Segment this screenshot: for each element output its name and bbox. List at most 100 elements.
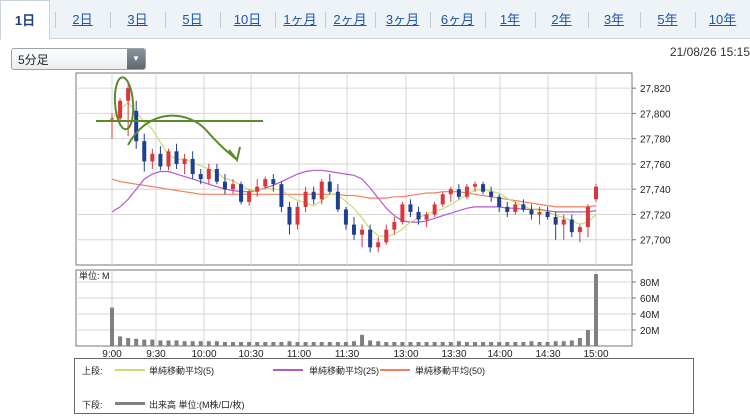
volume-bar [432,342,437,346]
tab-6[interactable]: 2ヶ月 [333,12,367,27]
candle-body [182,158,187,164]
candle-body [126,88,131,101]
legend-sma5: 単純移動平均(5) [149,366,214,376]
volume-bar [343,342,348,346]
candle-body [384,229,389,243]
volume-bar [295,342,300,346]
tab-separator [220,12,221,28]
volume-bar [142,339,147,346]
legend-sma50: 単純移動平均(50) [415,366,486,376]
candle-body [473,184,477,187]
tab-10[interactable]: 2年 [551,12,572,27]
tab-separator [165,12,166,28]
volume-bar [206,341,211,346]
tab-separator [110,12,111,28]
price-tick-label: 27,720 [640,210,671,221]
volume-bar [545,342,550,346]
volume-bar [271,342,276,346]
candle-body [360,229,365,235]
volume-bar [481,342,486,346]
volume-bar [335,342,340,346]
x-tick-label: 9:00 [102,349,122,358]
tab-0[interactable]: 1日 [0,0,50,40]
candle-body [255,186,260,192]
legend-upper-label: 上段: [82,366,103,376]
volume-bar [231,342,235,346]
period-tab-bar: 1日 2日 3日 5日 10日 1ヶ月 2ヶ月 3ヶ月 6ヶ月 1年 2年 3年 5年 10年 [0,0,750,40]
candle-body [553,217,558,225]
candle-body [376,242,381,248]
tab-separator [695,12,696,28]
candle-body [231,184,235,190]
tab-4[interactable]: 10日 [233,12,262,27]
price-tick-label: 27,780 [640,135,671,146]
candle-body [287,206,292,225]
volume-bar [376,341,381,346]
candle-body [577,227,582,233]
x-tick-label: 13:30 [441,349,466,358]
candle-body [416,211,421,220]
tab-5[interactable]: 1ヶ月 [283,12,317,27]
volume-bar [368,340,373,346]
tab-2[interactable]: 3日 [127,12,148,27]
candle-body [529,209,534,215]
volume-panel [75,269,633,347]
interval-select[interactable]: 5分足 ▼ [11,48,146,70]
price-tick-label: 27,800 [640,109,671,120]
tab-8[interactable]: 6ヶ月 [440,12,475,27]
volume-bar [448,342,453,346]
tab-separator [640,12,641,28]
candle-body [569,219,574,233]
volume-bar [416,342,421,346]
candle-body [456,189,461,197]
candle-body [497,196,502,207]
price-tick-label: 27,760 [640,160,671,171]
legend-lower-label: 下段: [82,400,103,410]
tab-separator [535,12,536,28]
volume-bar [384,342,389,346]
volume-bar [150,339,155,346]
candle-body [263,179,268,187]
candle-body [190,158,195,175]
volume-bar [222,342,227,346]
candle-body [142,141,147,162]
tab-12[interactable]: 5年 [657,12,678,27]
volume-tick-label: 80M [640,278,659,289]
tab-11[interactable]: 3年 [603,12,625,27]
tab-3[interactable]: 5日 [182,12,203,27]
volume-tick-label: 40M [640,310,659,321]
tab-13[interactable]: 10年 [708,12,737,27]
volume-bar [118,336,123,346]
candle-body [271,179,276,185]
candle-body [400,204,405,223]
x-tick-label: 13:00 [393,349,418,358]
volume-bar [110,307,114,346]
tab-7[interactable]: 3ヶ月 [385,12,420,27]
tab-1[interactable]: 2日 [72,12,93,27]
volume-bar [505,342,510,346]
x-tick-label: 10:30 [238,349,263,358]
volume-bar [126,338,131,346]
candle-body [489,191,494,197]
volume-bar [456,341,461,346]
candle-body [239,184,244,202]
candle-body [424,214,429,220]
volume-bar [553,341,558,346]
volume-bar [577,338,582,346]
candle-body [150,153,155,162]
volume-bar [327,342,332,346]
candle-body [319,181,324,200]
price-chart: 9:00 9:30 10:00 10:30 11:00 11:30 13:00 13:30 14… [75,72,671,358]
candle-body [198,174,203,180]
tab-separator [55,12,56,28]
tab-9[interactable]: 1年 [499,12,521,27]
volume-bar [190,341,195,346]
volume-bar [319,342,324,346]
annotation-oval [113,76,135,131]
candle-body [279,184,284,207]
candle-body [295,206,300,225]
x-tick-label: 9:30 [146,349,166,358]
candle-body [343,209,348,225]
volume-bar [166,340,171,346]
tab-separator [430,12,431,28]
